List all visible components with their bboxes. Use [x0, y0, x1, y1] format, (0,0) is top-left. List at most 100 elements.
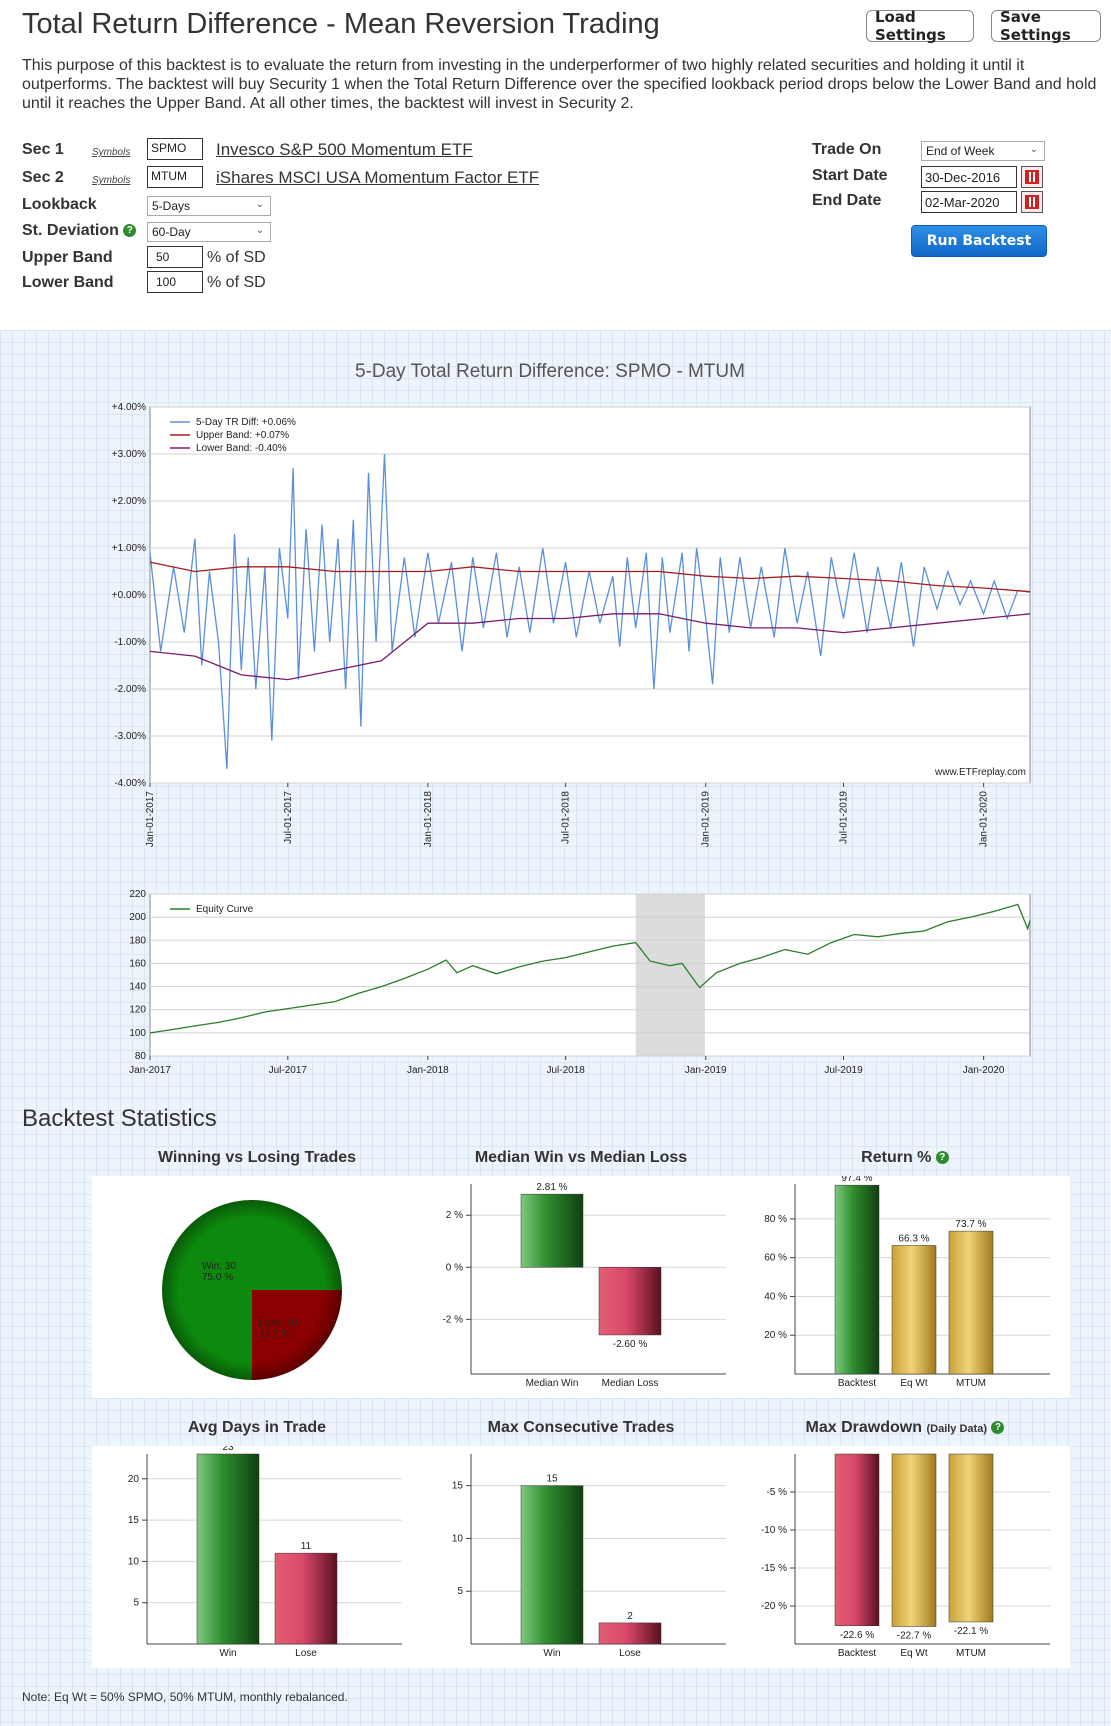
lower-band-input[interactable]: 100	[147, 271, 203, 293]
data-label: -22.1 %	[954, 1626, 989, 1637]
description: This purpose of this backtest is to eval…	[22, 57, 1097, 112]
bar	[891, 1245, 937, 1375]
avg-days-title: Avg Days in Trade	[187, 1419, 327, 1436]
x-tick-label: Jan-01-2018	[423, 791, 434, 848]
calendar-icon[interactable]	[1021, 191, 1043, 213]
category-label: Eq Wt	[900, 1378, 927, 1389]
series-line	[149, 561, 1031, 593]
slice-pct: 25.0 %	[259, 1329, 290, 1340]
x-tick-label: Jan-01-2020	[979, 791, 990, 848]
slice-label: Lose: 10	[259, 1318, 298, 1329]
sec1-symbols-link[interactable]: Symbols	[92, 147, 131, 158]
y-tick-label: 5	[133, 1598, 139, 1609]
x-tick-label: Jan-2019	[685, 1065, 727, 1076]
sec1-fund-link[interactable]: Invesco S&P 500 Momentum ETF	[216, 140, 473, 159]
category-label: Lose	[295, 1648, 317, 1659]
y-tick-label: +0.00%	[112, 590, 146, 601]
y-tick-label: 20 %	[764, 1330, 787, 1341]
y-tick-label: 140	[129, 982, 146, 993]
max-consecutive-chart: 15 10 5 15 Win 2 Lose	[416, 1446, 746, 1668]
slice-label: Win: 30	[202, 1261, 236, 1272]
sec2-fund-link[interactable]: iShares MSCI USA Momentum Factor ETF	[216, 168, 540, 187]
load-settings-button[interactable]: Load Settings	[866, 8, 974, 44]
y-tick-label: -5 %	[766, 1487, 787, 1498]
upper-band-label: Upper Band	[22, 249, 113, 266]
data-label: 2	[627, 1611, 633, 1622]
y-tick-label: 200	[129, 912, 146, 923]
x-tick-label: Jan-2020	[963, 1065, 1005, 1076]
y-tick-label: -4.00%	[114, 778, 146, 789]
sec2-symbols-link[interactable]: Symbols	[92, 175, 131, 186]
settings-header: Total Return Difference - Mean Reversion…	[0, 0, 1111, 330]
plot-area	[149, 893, 1031, 1057]
max-drawdown-title: Max Drawdown (Daily Data) ?	[740, 1419, 1070, 1437]
y-tick-label: 80	[135, 1051, 147, 1062]
stdev-select[interactable]: 60-Day ⌄	[147, 222, 271, 242]
series-line	[149, 613, 1031, 681]
y-tick-label: +2.00%	[112, 496, 146, 507]
tr-diff-chart-title: 5-Day Total Return Difference: SPMO - MT…	[355, 361, 745, 382]
sec2-symbol-input[interactable]: MTUM	[147, 166, 203, 188]
chevron-down-icon: ⌄	[1029, 144, 1038, 155]
max-consecutive-title: Max Consecutive Trades	[487, 1419, 675, 1436]
help-icon[interactable]: ?	[123, 224, 137, 238]
sec1-symbol-input[interactable]: SPMO	[147, 138, 203, 160]
x-tick-label: Jul-2019	[824, 1065, 863, 1076]
lower-band-label: Lower Band	[22, 274, 114, 291]
data-label: 66.3 %	[898, 1233, 929, 1244]
bar	[274, 1552, 338, 1645]
series-line	[149, 453, 1031, 769]
y-tick-label: +4.00%	[112, 402, 146, 413]
bar	[598, 1267, 662, 1336]
x-tick-label: Jan-01-2019	[701, 791, 712, 848]
series-line	[149, 903, 1031, 1034]
y-tick-label: -15 %	[761, 1563, 787, 1574]
x-tick-label: Jan-2017	[129, 1065, 171, 1076]
help-icon[interactable]: ?	[991, 1421, 1005, 1435]
x-tick-label: Jul-2018	[546, 1065, 585, 1076]
start-date-input[interactable]: 30-Dec-2016	[921, 166, 1017, 188]
trade-on-select[interactable]: End of Week ⌄	[921, 141, 1045, 161]
y-tick-label: 15	[128, 1515, 140, 1526]
data-label: 73.7 %	[955, 1219, 986, 1230]
tr-diff-chart: +4.00% +3.00% +2.00% +1.00% +0.00% -1.00% -2.0…	[112, 402, 1031, 848]
run-backtest-button[interactable]: Run Backtest	[911, 225, 1047, 257]
lower-band-unit: % of SD	[207, 274, 266, 291]
return-pct-title: Return % ?	[740, 1149, 1070, 1167]
y-tick-label: -1.00%	[114, 637, 146, 648]
trade-on-value: End of Week	[926, 144, 995, 158]
y-tick-label: 2 %	[446, 1210, 463, 1221]
slice-pct: 75.0 %	[202, 1272, 233, 1283]
save-settings-button[interactable]: Save Settings	[991, 8, 1101, 44]
lookback-value: 5-Days	[152, 199, 191, 213]
end-date-input[interactable]: 02-Mar-2020	[921, 191, 1017, 213]
y-tick-label: 5	[457, 1586, 463, 1597]
legend-label: Upper Band: +0.07%	[196, 430, 289, 441]
help-icon[interactable]: ?	[935, 1151, 949, 1165]
legend-label: 5-Day TR Diff: +0.06%	[196, 417, 296, 428]
category-label: Lose	[619, 1648, 641, 1659]
y-tick-label: 10	[128, 1556, 140, 1567]
calendar-icon[interactable]	[1021, 166, 1043, 188]
return-pct-title-text: Return %	[861, 1149, 932, 1166]
equity-curve-chart: 220 200 180 160 140 120 100 80 Jan-2017 Jul-2017 J…	[129, 889, 1031, 1076]
bar	[891, 1453, 937, 1627]
category-label: Median Win	[526, 1378, 579, 1389]
upper-band-input[interactable]: 50	[147, 246, 203, 268]
start-date-label: Start Date	[812, 167, 888, 184]
y-tick-label: -2 %	[442, 1314, 463, 1325]
x-tick-label: Jul-2017	[269, 1065, 308, 1076]
y-tick-label: -3.00%	[114, 731, 146, 742]
bar	[834, 1184, 880, 1375]
winning-vs-losing-title: Winning vs Losing Trades	[157, 1149, 357, 1166]
bar	[948, 1230, 994, 1375]
stdev-value: 60-Day	[152, 225, 191, 239]
lookback-select[interactable]: 5-Days ⌄	[147, 196, 271, 216]
y-tick-label: 120	[129, 1005, 146, 1016]
category-label: MTUM	[956, 1378, 986, 1389]
stdev-label-text: St. Deviation	[22, 222, 119, 239]
y-tick-label: 100	[129, 1028, 146, 1039]
shaded-period	[635, 894, 705, 1056]
legend-label: Equity Curve	[196, 904, 254, 915]
bar	[520, 1193, 584, 1268]
